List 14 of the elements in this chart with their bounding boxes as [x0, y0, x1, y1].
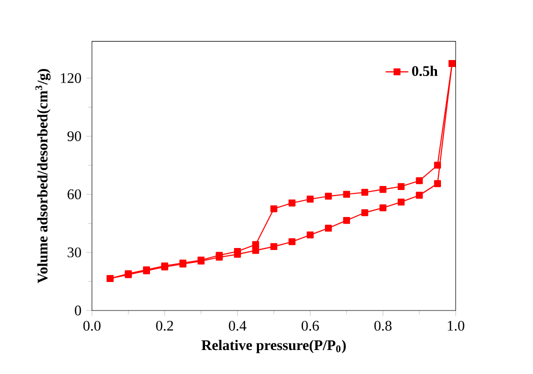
y-axis-title: Volume adsorbed/desorbed(cm$^{3}$/g): [35, 68, 51, 283]
x-tick-label: 0.2: [156, 320, 174, 331]
y-tick-label: 120: [60, 72, 82, 83]
y-tick-label: 90: [67, 131, 82, 141]
x-tick-label: 0.8: [374, 320, 392, 331]
y-tick-label: 60: [68, 189, 82, 200]
x-tick-label: 1.0: [448, 320, 464, 331]
x-axis-title: Relative pressure(P/P$_{0}$): [202, 340, 346, 353]
x-tick-label: 0.6: [302, 320, 319, 331]
legend-label: 0.5h: [412, 66, 438, 76]
x-tick-label: 0.0: [83, 320, 101, 331]
y-tick-label: 30: [68, 247, 82, 258]
x-tick-label: 0.4: [228, 320, 246, 331]
y-tick-label: 0: [74, 305, 82, 316]
